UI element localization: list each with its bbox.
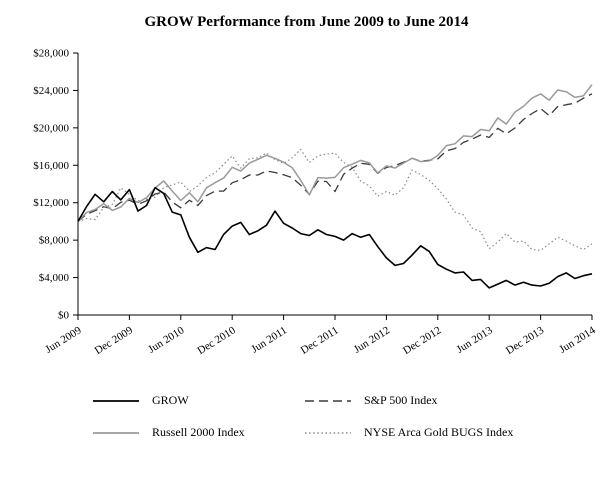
sp500-line-icon: [305, 399, 351, 402]
y-tick-label: $12,000: [33, 197, 69, 209]
legend-label-sp500: S&P 500 Index: [364, 393, 438, 407]
x-tick-label: Jun 2010: [146, 324, 187, 356]
legend-label-russell2000: Russell 2000 Index: [152, 425, 245, 439]
y-tick-label: $20,000: [33, 122, 69, 134]
legend-item-russell2000: Russell 2000 Index: [92, 425, 304, 440]
series-line-grow: [77, 186, 593, 289]
x-tick-label: Jun 2013: [454, 324, 495, 356]
x-tick-label: Dec 2012: [401, 324, 443, 357]
series-line-russell-2000-index: [77, 84, 593, 222]
gold-bugs-line-icon: [305, 431, 351, 434]
x-tick-label: Dec 2013: [504, 324, 547, 357]
performance-chart: $0 $4,000 $8,000 $12,000 $16,000 $20,000 $24,0…: [33, 48, 598, 358]
y-tick-label: $16,000: [33, 160, 69, 172]
legend-item-grow: GROW: [92, 393, 304, 408]
legend-label-gold-bugs: NYSE Arca Gold BUGS Index: [364, 425, 514, 439]
y-tick-label: $28,000: [33, 48, 69, 60]
chart-title: GROW Performance from June 2009 to June …: [144, 14, 469, 30]
y-tick-label: $0: [58, 310, 70, 322]
russell2000-line-icon: [93, 431, 139, 434]
y-tick-label: $4,000: [39, 272, 70, 284]
x-tick-label: Jun 2009: [43, 324, 84, 356]
legend-item-sp500: S&P 500 Index: [304, 393, 613, 408]
x-tick-label: Jun 2012: [352, 324, 392, 355]
chart-legend: GROW S&P 500 Index Russell 2000 Index NY…: [92, 393, 613, 440]
series-line-s-p-500-index: [77, 93, 593, 222]
legend-item-gold-bugs: NYSE Arca Gold BUGS Index: [304, 425, 613, 440]
legend-label-grow: GROW: [152, 393, 189, 407]
x-tick-label: Dec 2010: [195, 324, 238, 357]
grow-line-icon: [93, 399, 139, 402]
y-tick-label: $8,000: [39, 235, 70, 247]
x-tick-label: Jun 2014: [557, 324, 598, 356]
y-tick-label: $24,000: [33, 85, 69, 97]
x-tick-label: Dec 2009: [93, 324, 136, 357]
x-tick-label: Dec 2011: [299, 324, 341, 356]
x-tick-label: Jun 2011: [249, 324, 289, 355]
series-line-nyse-arca-gold-bugs-index: [77, 148, 593, 251]
